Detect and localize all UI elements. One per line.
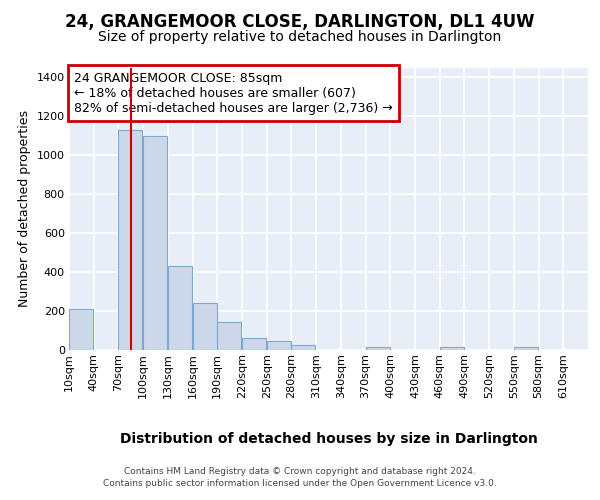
Text: Contains HM Land Registry data © Crown copyright and database right 2024.: Contains HM Land Registry data © Crown c… [124,467,476,476]
Bar [143,136,167,350]
Bar [242,338,266,350]
Bar [193,303,217,350]
Bar [365,347,389,350]
Bar [217,322,241,350]
Bar [440,347,464,350]
Bar [69,309,93,350]
Bar [292,345,316,350]
Bar [168,266,192,350]
Text: Distribution of detached houses by size in Darlington: Distribution of detached houses by size … [120,432,538,446]
Text: Contains public sector information licensed under the Open Government Licence v3: Contains public sector information licen… [103,478,497,488]
Text: 24 GRANGEMOOR CLOSE: 85sqm
← 18% of detached houses are smaller (607)
82% of sem: 24 GRANGEMOOR CLOSE: 85sqm ← 18% of deta… [74,72,393,114]
Bar [118,130,142,350]
Bar [267,341,290,350]
Text: Size of property relative to detached houses in Darlington: Size of property relative to detached ho… [98,30,502,44]
Text: 24, GRANGEMOOR CLOSE, DARLINGTON, DL1 4UW: 24, GRANGEMOOR CLOSE, DARLINGTON, DL1 4U… [65,12,535,30]
Bar [514,348,538,350]
Y-axis label: Number of detached properties: Number of detached properties [18,110,31,307]
